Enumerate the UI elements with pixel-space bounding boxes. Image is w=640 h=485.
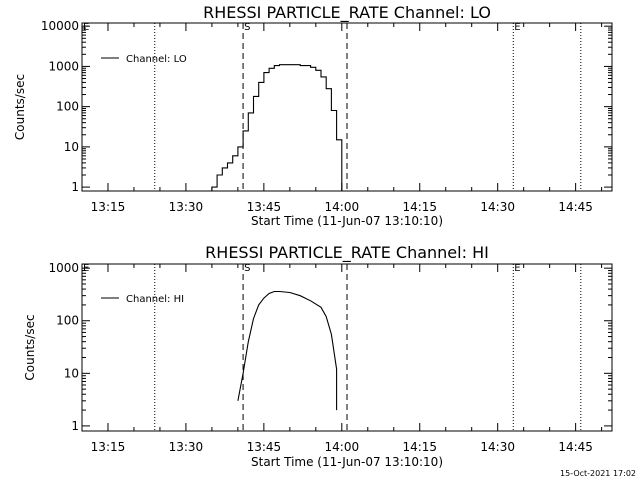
x-tick-label: 13:15 (91, 200, 126, 214)
y-tick-label: 1000 (48, 59, 79, 73)
x-tick-label: 14:45 (558, 200, 593, 214)
y-tick-label: 10 (64, 140, 79, 154)
y-tick-label: 10000 (41, 19, 79, 33)
x-tick-label: 14:45 (558, 440, 593, 454)
chart-title: RHESSI PARTICLE_RATE Channel: HI (205, 243, 489, 263)
event-marker-label: E (83, 263, 89, 274)
y-tick-label: 1000 (48, 261, 79, 275)
footer-timestamp: 15-Oct-2021 17:02 (560, 469, 636, 478)
y-axis-label: Counts/sec (23, 314, 37, 380)
x-axis-label: Start Time (11-Jun-07 13:10:10) (251, 455, 443, 469)
series-line (237, 290, 338, 411)
y-axis-label: Counts/sec (13, 74, 27, 140)
x-tick-label: 13:45 (247, 440, 282, 454)
chart-title: RHESSI PARTICLE_RATE Channel: LO (203, 3, 491, 23)
x-tick-label: 14:15 (402, 200, 437, 214)
x-tick-label: 14:30 (480, 200, 515, 214)
series-line (211, 64, 343, 191)
x-tick-label: 14:30 (480, 440, 515, 454)
legend-entry: Channel: HI (126, 294, 184, 305)
y-tick-label: 100 (56, 314, 79, 328)
y-tick-label: 1 (71, 180, 79, 194)
x-tick-label: 13:45 (247, 200, 282, 214)
x-tick-label: 13:30 (169, 200, 204, 214)
x-tick-label: 13:15 (91, 440, 126, 454)
y-tick-label: 100 (56, 100, 79, 114)
event-marker-label: E (83, 22, 89, 33)
x-tick-label: 13:30 (169, 440, 204, 454)
y-tick-label: 10 (64, 366, 79, 380)
x-tick-label: 14:15 (402, 440, 437, 454)
y-tick-label: 1 (71, 419, 79, 433)
x-axis-label: Start Time (11-Jun-07 13:10:10) (251, 214, 443, 228)
event-marker-label: S (244, 263, 250, 274)
legend-entry: Channel: LO (126, 54, 187, 65)
event-marker-label: S (244, 22, 250, 33)
event-marker-label: E (514, 263, 520, 274)
x-tick-label: 14:00 (325, 440, 360, 454)
event-marker-label: E (514, 22, 520, 33)
x-tick-label: 14:00 (325, 200, 360, 214)
